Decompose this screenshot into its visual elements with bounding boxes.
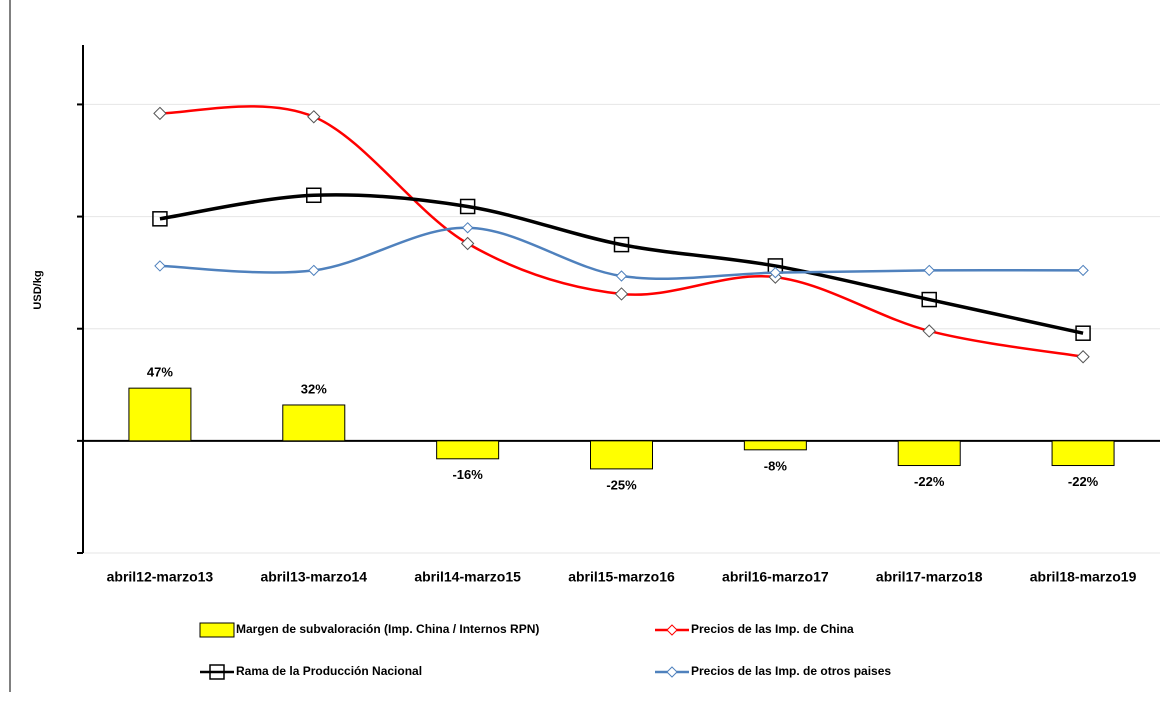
x-tick-label: abril16-marzo17 xyxy=(722,569,829,585)
x-tick-label: abril18-marzo19 xyxy=(1030,569,1137,585)
legend-swatch xyxy=(199,622,235,638)
bar xyxy=(436,440,500,460)
legend-label: Margen de subvaloración (Imp. China / In… xyxy=(236,622,539,636)
line-marker xyxy=(1077,264,1089,277)
line-marker xyxy=(666,624,678,636)
line-marker xyxy=(209,664,225,680)
line-marker xyxy=(615,270,628,282)
line-marker xyxy=(922,324,936,338)
x-tick-label: abril12-marzo13 xyxy=(107,569,214,585)
line-marker xyxy=(153,106,167,121)
y-axis-label: USD/kg xyxy=(32,270,44,309)
x-tick-label: abril17-marzo18 xyxy=(876,569,983,585)
x-tick-label: abril14-marzo15 xyxy=(414,569,521,585)
line-marker xyxy=(614,287,629,301)
line-marker xyxy=(152,211,168,227)
line-series xyxy=(159,193,1084,335)
line-marker xyxy=(307,110,321,124)
value-label: 32% xyxy=(301,381,327,396)
line-marker xyxy=(154,260,166,272)
bar xyxy=(1051,440,1115,467)
line-marker xyxy=(666,666,678,678)
line-marker xyxy=(308,264,320,277)
legend-label: Precios de las Imp. de otros paises xyxy=(691,664,891,678)
line-marker xyxy=(461,222,474,234)
value-label: -16% xyxy=(452,467,483,482)
x-tick-label: abril13-marzo14 xyxy=(260,569,367,585)
value-label: -22% xyxy=(1068,474,1099,489)
line-marker xyxy=(459,198,476,215)
line-series xyxy=(159,105,1084,358)
line-marker xyxy=(769,266,782,279)
x-tick-label: abril15-marzo16 xyxy=(568,569,675,585)
line-marker xyxy=(921,291,937,308)
bar xyxy=(282,404,346,442)
bar xyxy=(897,440,961,467)
value-label: -8% xyxy=(764,458,788,473)
line-marker xyxy=(460,236,475,251)
legend-label: Precios de las Imp. de China xyxy=(691,622,854,636)
line-marker xyxy=(613,236,630,253)
bar xyxy=(590,440,653,470)
line-marker xyxy=(1076,350,1090,364)
value-label: -25% xyxy=(606,477,637,492)
legend-label: Rama de la Producción Nacional xyxy=(236,664,422,678)
value-label: 47% xyxy=(147,365,173,380)
bar xyxy=(128,387,192,442)
line-marker xyxy=(306,187,322,204)
value-label: -22% xyxy=(914,474,945,489)
line-marker xyxy=(923,264,935,277)
bar xyxy=(743,440,807,451)
line-marker xyxy=(1075,325,1091,341)
